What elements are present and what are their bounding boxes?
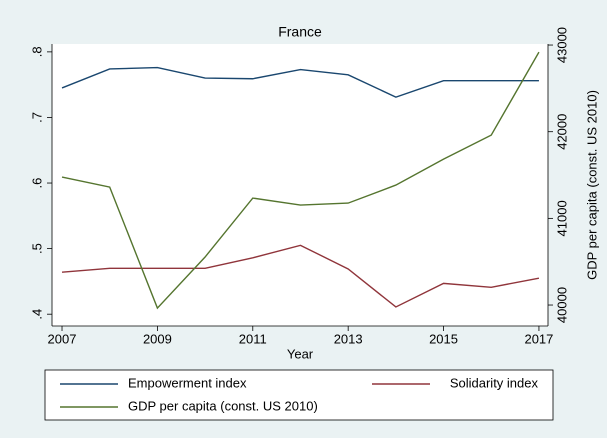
y2-tick-label: 42000 [554, 114, 569, 150]
legend-label: GDP per capita (const. US 2010) [128, 398, 318, 413]
y2-tick-label: 43000 [554, 27, 569, 63]
x-tick-label: 2013 [334, 331, 363, 346]
x-tick-label: 2017 [524, 331, 553, 346]
legend [44, 369, 554, 421]
y-tick-label: .5 [29, 243, 44, 254]
x-axis-label: Year [287, 346, 314, 361]
legend-label: Empowerment index [128, 375, 247, 390]
plot-area [52, 44, 548, 326]
y-tick-label: .7 [29, 112, 44, 123]
legend-label: Solidarity index [450, 375, 539, 390]
chart-title: France [278, 24, 322, 40]
y-tick-label: .6 [29, 178, 44, 189]
y2-tick-label: 41000 [554, 200, 569, 236]
series-line [61, 51, 540, 310]
y-tick-label: .8 [29, 46, 44, 57]
y2-axis-label: GDP per capita (const. US 2010) [584, 90, 599, 280]
x-tick-label: 2011 [239, 331, 267, 346]
x-tick-label: 2015 [429, 331, 458, 346]
y-tick-label: .4 [29, 309, 44, 320]
x-tick-label: 2007 [48, 331, 77, 346]
x-tick-label: 2009 [143, 331, 172, 346]
series-line [61, 66, 539, 98]
y2-tick-label: 40000 [554, 287, 569, 323]
